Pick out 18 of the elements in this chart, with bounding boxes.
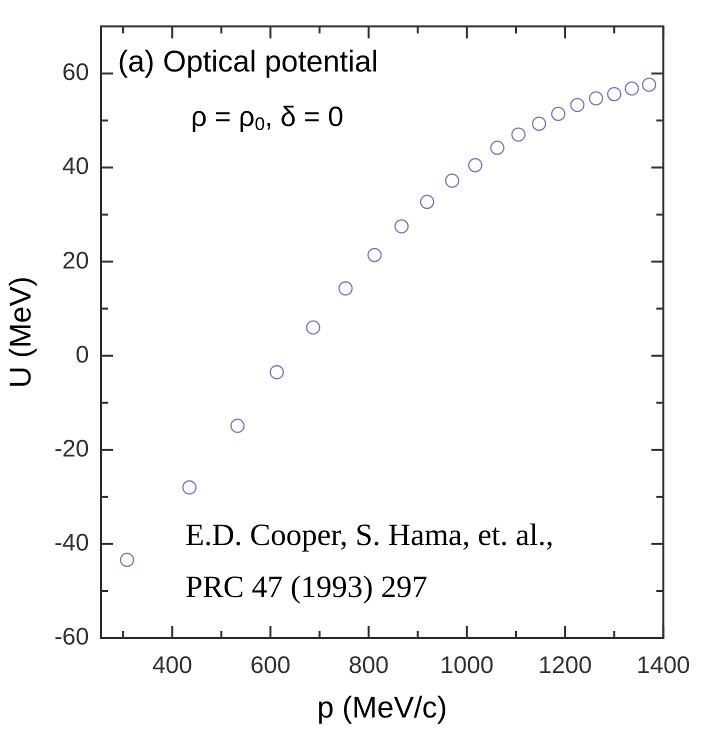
x-tick-label: 600 <box>250 652 290 680</box>
y-tick-label: -60 <box>54 624 89 651</box>
annotation: PRC 47 (1993) 297 <box>185 569 428 604</box>
x-tick-label: 1400 <box>636 652 690 680</box>
y-tick-label: 20 <box>62 247 89 274</box>
x-tick-label: 1200 <box>538 652 592 680</box>
y-tick-label: -40 <box>54 530 89 557</box>
annotation: (a) Optical potential <box>118 45 378 78</box>
annotation: E.D. Cooper, S. Hama, et. al., <box>185 517 554 552</box>
y-tick-label: -20 <box>54 435 89 462</box>
y-tick-label: 40 <box>62 153 89 180</box>
x-tick-label: 400 <box>152 652 192 680</box>
y-axis-title: U (MeV) <box>4 276 38 388</box>
y-tick-label: 60 <box>62 59 89 86</box>
x-axis-title: p (MeV/c) <box>317 691 448 724</box>
y-tick-label: 0 <box>76 341 89 368</box>
x-tick-label: 800 <box>348 652 389 680</box>
x-tick-label: 1000 <box>440 652 494 680</box>
